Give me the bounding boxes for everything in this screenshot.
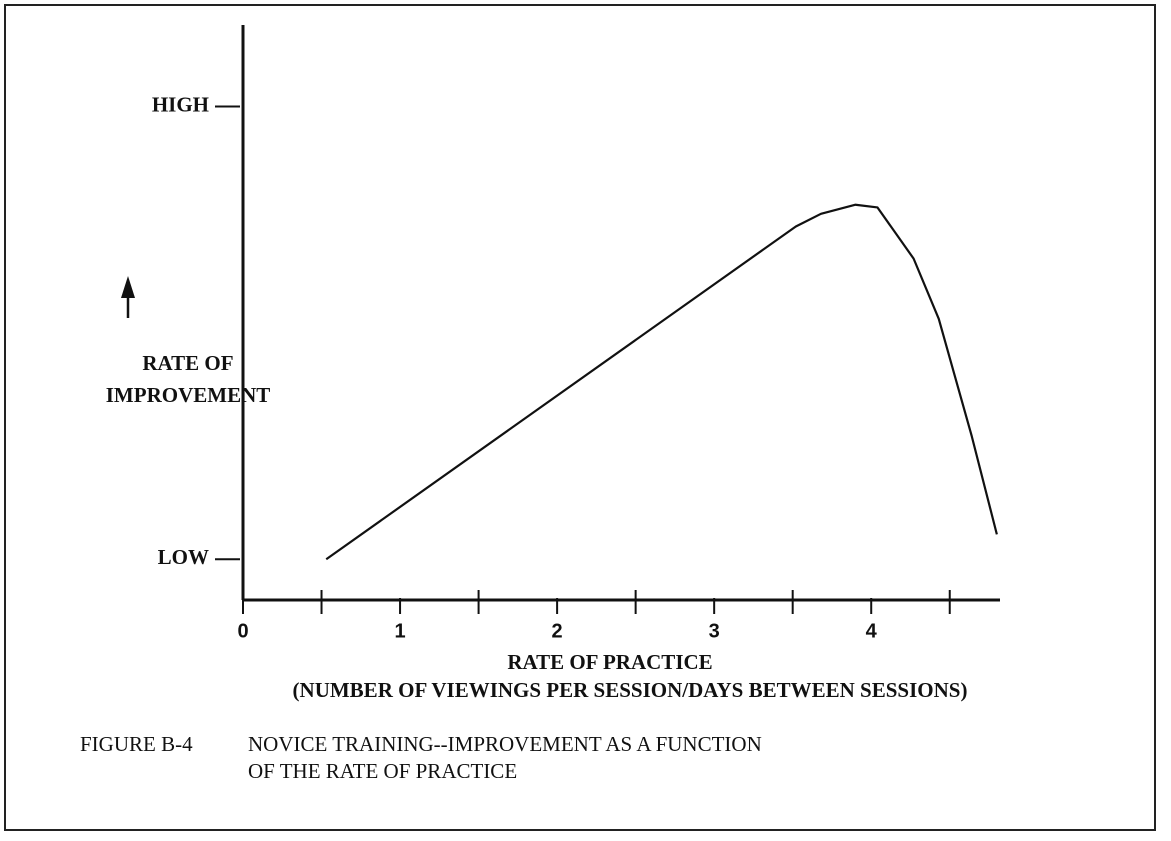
x-tick-label: 3: [709, 620, 720, 642]
curve: [325, 203, 998, 561]
x-label: RATE OF PRACTICE: [507, 650, 712, 674]
x-tick-label: 1: [394, 620, 405, 642]
x-tick-label: 0: [237, 620, 248, 642]
y-label: RATE OF: [142, 351, 233, 375]
arrow-head: [121, 276, 135, 298]
caption: NOVICE TRAINING--IMPROVEMENT AS A FUNCTI…: [248, 732, 762, 756]
y-label: IMPROVEMENT: [106, 383, 271, 407]
caption: OF THE RATE OF PRACTICE: [248, 759, 517, 783]
caption-number: FIGURE B-4: [80, 732, 193, 756]
x-tick-label: 4: [866, 620, 878, 642]
frame: [4, 4, 1156, 831]
x-label: (NUMBER OF VIEWINGS PER SESSION/DAYS BET…: [293, 678, 968, 702]
x-tick-label: 2: [552, 620, 563, 642]
y-tick-label: HIGH: [152, 92, 209, 116]
y-tick-label: LOW: [158, 545, 209, 569]
